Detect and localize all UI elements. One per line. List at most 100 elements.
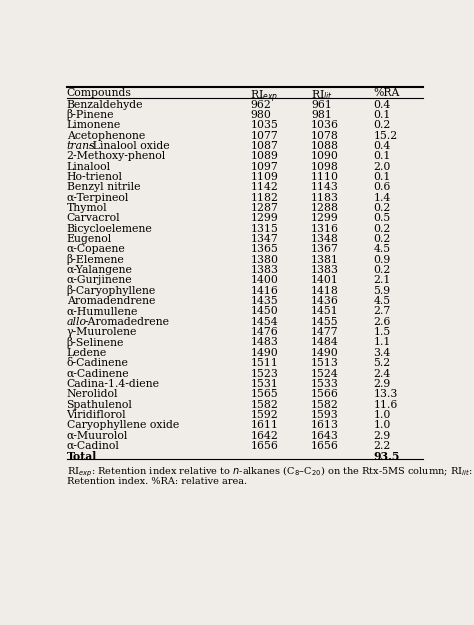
Text: 2.6: 2.6	[374, 317, 391, 327]
Text: 1090: 1090	[311, 151, 339, 161]
Text: 2.2: 2.2	[374, 441, 391, 451]
Text: 2-Methoxy-phenol: 2-Methoxy-phenol	[66, 151, 166, 161]
Text: 0.2: 0.2	[374, 203, 391, 213]
Text: 1490: 1490	[311, 348, 338, 358]
Text: α-Gurjinene: α-Gurjinene	[66, 276, 132, 286]
Text: 962: 962	[250, 99, 271, 109]
Text: γ-Muurolene: γ-Muurolene	[66, 327, 137, 337]
Text: 0.9: 0.9	[374, 255, 391, 265]
Text: 1455: 1455	[311, 317, 338, 327]
Text: 1454: 1454	[250, 317, 278, 327]
Text: Benzaldehyde: Benzaldehyde	[66, 99, 143, 109]
Text: 1642: 1642	[250, 431, 278, 441]
Text: Limonene: Limonene	[66, 120, 121, 130]
Text: 1.0: 1.0	[374, 410, 391, 420]
Text: α-Humullene: α-Humullene	[66, 306, 138, 316]
Text: 1299: 1299	[311, 213, 338, 223]
Text: 1533: 1533	[311, 379, 339, 389]
Text: β-Elemene: β-Elemene	[66, 254, 124, 265]
Text: 1182: 1182	[250, 192, 278, 202]
Text: 1098: 1098	[311, 162, 339, 172]
Text: 1477: 1477	[311, 327, 338, 337]
Text: α-Yalangene: α-Yalangene	[66, 265, 132, 275]
Text: 1436: 1436	[311, 296, 339, 306]
Text: 1142: 1142	[250, 182, 278, 192]
Text: 2.0: 2.0	[374, 162, 391, 172]
Text: Eugenol: Eugenol	[66, 234, 112, 244]
Text: 1400: 1400	[250, 276, 278, 286]
Text: 1483: 1483	[250, 338, 278, 348]
Text: 0.1: 0.1	[374, 172, 391, 182]
Text: 1643: 1643	[311, 431, 339, 441]
Text: 980: 980	[250, 110, 271, 120]
Text: 0.4: 0.4	[374, 99, 391, 109]
Text: Spathulenol: Spathulenol	[66, 399, 132, 409]
Text: 1490: 1490	[250, 348, 278, 358]
Text: 1078: 1078	[311, 131, 339, 141]
Text: 0.2: 0.2	[374, 224, 391, 234]
Text: 1582: 1582	[250, 399, 278, 409]
Text: 1143: 1143	[311, 182, 339, 192]
Text: Carvacrol: Carvacrol	[66, 213, 120, 223]
Text: Total: Total	[66, 451, 97, 462]
Text: 1183: 1183	[311, 192, 339, 202]
Text: 1087: 1087	[250, 141, 278, 151]
Text: 1367: 1367	[311, 244, 339, 254]
Text: -Aromadedrene: -Aromadedrene	[84, 317, 169, 327]
Text: 4.5: 4.5	[374, 244, 391, 254]
Text: trans: trans	[66, 141, 95, 151]
Text: 0.2: 0.2	[374, 265, 391, 275]
Text: 2.9: 2.9	[374, 379, 391, 389]
Text: β-Selinene: β-Selinene	[66, 337, 124, 348]
Text: β-Pinene: β-Pinene	[66, 109, 114, 121]
Text: 0.4: 0.4	[374, 141, 391, 151]
Text: 961: 961	[311, 99, 332, 109]
Text: 0.2: 0.2	[374, 120, 391, 130]
Text: 1347: 1347	[250, 234, 278, 244]
Text: Viridiflorol: Viridiflorol	[66, 410, 126, 420]
Text: 0.2: 0.2	[374, 234, 391, 244]
Text: 2.9: 2.9	[374, 431, 391, 441]
Text: 1451: 1451	[311, 306, 338, 316]
Text: 1036: 1036	[311, 120, 339, 130]
Text: 1582: 1582	[311, 399, 339, 409]
Text: -Linalool oxide: -Linalool oxide	[89, 141, 169, 151]
Text: Bicycloelemene: Bicycloelemene	[66, 224, 152, 234]
Text: 1316: 1316	[311, 224, 339, 234]
Text: 1531: 1531	[250, 379, 278, 389]
Text: 2.1: 2.1	[374, 276, 391, 286]
Text: 1523: 1523	[250, 369, 278, 379]
Text: 1110: 1110	[311, 172, 339, 182]
Text: α-Copaene: α-Copaene	[66, 244, 125, 254]
Text: 1611: 1611	[250, 420, 278, 430]
Text: RI$_{exp}$: RI$_{exp}$	[250, 89, 279, 105]
Text: 5.9: 5.9	[374, 286, 391, 296]
Text: α-Terpineol: α-Terpineol	[66, 192, 129, 202]
Text: 1401: 1401	[311, 276, 339, 286]
Text: Ho-trienol: Ho-trienol	[66, 172, 123, 182]
Text: 0.1: 0.1	[374, 151, 391, 161]
Text: 1109: 1109	[250, 172, 278, 182]
Text: Acetophenone: Acetophenone	[66, 131, 145, 141]
Text: α-Cadinene: α-Cadinene	[66, 369, 129, 379]
Text: 1077: 1077	[250, 131, 278, 141]
Text: Thymol: Thymol	[66, 203, 107, 213]
Text: Aromadendrene: Aromadendrene	[66, 296, 155, 306]
Text: 1566: 1566	[311, 389, 339, 399]
Text: 1365: 1365	[250, 244, 278, 254]
Text: 1.1: 1.1	[374, 338, 391, 348]
Text: 1.0: 1.0	[374, 420, 391, 430]
Text: Nerolidol: Nerolidol	[66, 389, 118, 399]
Text: 1656: 1656	[311, 441, 339, 451]
Text: 1299: 1299	[250, 213, 278, 223]
Text: 1484: 1484	[311, 338, 338, 348]
Text: Benzyl nitrile: Benzyl nitrile	[66, 182, 140, 192]
Text: Linalool: Linalool	[66, 162, 111, 172]
Text: Cadina-1.4-diene: Cadina-1.4-diene	[66, 379, 160, 389]
Text: 1315: 1315	[250, 224, 278, 234]
Text: RI$_{lit}$: RI$_{lit}$	[311, 89, 333, 102]
Text: 1524: 1524	[311, 369, 338, 379]
Text: 1.5: 1.5	[374, 327, 391, 337]
Text: 1593: 1593	[311, 410, 338, 420]
Text: 1416: 1416	[250, 286, 278, 296]
